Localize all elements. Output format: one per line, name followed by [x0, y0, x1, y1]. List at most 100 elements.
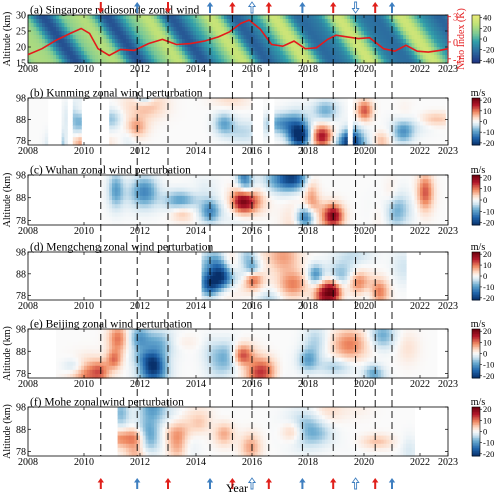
x-tick-label: 2008 — [18, 379, 38, 390]
x-tick-label: 2008 — [18, 146, 38, 157]
x-tick-label: 2008 — [18, 457, 38, 468]
hollow-down-arrow — [351, 1, 360, 14]
y-tick-label: 78 — [16, 136, 26, 147]
x-tick-label: 2023 — [438, 301, 458, 312]
colorbar-tick-label: 20 — [483, 404, 492, 414]
red-up-arrow — [330, 478, 337, 489]
nino-index-line — [27, 19, 449, 57]
colorbar-tick-label: 40 — [483, 13, 492, 23]
y-tick-label: 78 — [16, 216, 26, 227]
panel-c: 2008 2010 2012 2014 2016 2018 2020 2022 20239888… — [2, 165, 494, 238]
panel-title: (f) Mohe zonal wind perturbation — [30, 397, 184, 409]
y-axis-label: Altitude (km) — [2, 326, 13, 381]
x-tick-label: 2014 — [186, 301, 206, 312]
x-tick-label: 2012 — [130, 457, 150, 468]
event-lines-layer — [100, 15, 393, 456]
panel-title: (c) Wuhan zonal wind perturbation — [30, 165, 191, 177]
x-tick-label: 2010 — [74, 457, 94, 468]
red-up-arrow — [229, 2, 236, 13]
x-tick-label: 2014 — [186, 146, 206, 157]
red-up-arrow — [164, 478, 172, 489]
y-tick-label: 98 — [16, 325, 26, 336]
colorbar-tick-label: 10 — [483, 184, 492, 194]
y-axis-label: Altitude (km) — [2, 173, 13, 228]
colorbar-tick-label: -20 — [483, 371, 494, 381]
y-tick-label: 88 — [16, 347, 26, 358]
x-tick-label: 2012 — [130, 64, 150, 75]
y-tick-label: 15 — [16, 59, 26, 70]
x-tick-label: 2022 — [410, 64, 430, 75]
y2-axis-label: Nino Index (K) — [456, 8, 467, 70]
y-tick-label: 78 — [16, 369, 26, 380]
x-tick-label: 2014 — [186, 457, 206, 468]
heatmap-cells — [117, 407, 415, 457]
colorbar-tick-label: 0 — [483, 271, 487, 281]
colorbar-tick-label: -20 — [483, 293, 494, 303]
red-up-arrow — [265, 478, 272, 489]
x-tick-label: 2008 — [18, 226, 38, 237]
colorbar-tick-label: -20 — [483, 218, 494, 228]
colorbar-unit: m/s — [471, 88, 486, 99]
heatmap-cells — [201, 252, 407, 301]
x-tick-label: 2018 — [298, 301, 318, 312]
x-tick-label: 2022 — [410, 226, 430, 237]
blue-up-arrow — [388, 478, 396, 489]
blue-up-arrow — [299, 478, 306, 489]
colorbar-tick-label: -20 — [483, 449, 494, 459]
x-tick-label: 2018 — [298, 457, 318, 468]
colorbar-tick-label: 0 — [483, 427, 487, 437]
panels-layer: 2008 2010 2012 2014 2016 2018 2020 2022 20231520… — [2, 5, 494, 469]
colorbar-tick-label: 10 — [483, 415, 492, 425]
colorbar-tick-label: -10 — [483, 206, 494, 216]
y-tick-label: 88 — [16, 115, 26, 126]
colorbar-tick-label: -20 — [483, 138, 494, 148]
heatmap-cells — [100, 175, 446, 226]
panel-f: 2008 2010 2012 2014 2016 2018 2020 2022 2023 98 88… — [2, 397, 494, 469]
x-tick-label: 2010 — [74, 301, 94, 312]
x-tick-label: 2022 — [410, 457, 430, 468]
x-tick-label: 2008 — [18, 301, 38, 312]
panel-frame — [27, 251, 449, 301]
x-tick-label: 2010 — [74, 64, 94, 75]
x-tick-label: 2016 — [242, 64, 262, 75]
colorbar-tick-label: 20 — [483, 172, 492, 182]
blue-up-arrow — [299, 2, 306, 13]
colorbar-unit: m/s — [471, 397, 486, 408]
red-up-arrow — [229, 478, 236, 489]
colorbar-tick-label: 10 — [483, 337, 492, 347]
x-tick-label: 2023 — [438, 146, 458, 157]
colorbar-tick-label: -10 — [483, 127, 494, 137]
x-axis-label: Year — [226, 481, 248, 495]
heatmap-cells — [56, 329, 438, 379]
x-tick-label: 2020 — [354, 457, 374, 468]
red-down-arrow — [97, 2, 104, 13]
x-tick-label: 2020 — [354, 226, 374, 237]
panel-e: 2008 2010 2012 2014 2016 2018 2020 2022 20239888… — [2, 319, 494, 391]
colorbar-tick-label: -10 — [483, 282, 494, 292]
x-tick-label: 2020 — [354, 64, 374, 75]
y2-tick-label: -2 — [453, 55, 461, 66]
y-tick-label: 98 — [16, 94, 26, 105]
colorbar-unit: m/s — [471, 242, 486, 253]
y-tick-label: 20 — [16, 43, 26, 54]
heatmap-cells — [28, 98, 446, 146]
x-tick-label: 2022 — [410, 379, 430, 390]
colorbar-tick-label: 20 — [483, 326, 492, 336]
x-tick-label: 2012 — [130, 379, 150, 390]
x-tick-label: 2022 — [410, 301, 430, 312]
y-tick-label: 88 — [16, 193, 26, 204]
panel-frame — [27, 97, 449, 146]
x-tick-label: 2023 — [438, 64, 458, 75]
x-tick-label: 2020 — [354, 146, 374, 157]
panel-title: (a) Singapore radiosonde zonal wind — [30, 5, 200, 17]
hollow-up-arrow — [247, 1, 257, 14]
red-up-arrow — [372, 2, 379, 13]
panel-a: 2008 2010 2012 2014 2016 2018 2020 2022 20231520… — [2, 5, 494, 76]
colorbar-tick-label: 20 — [483, 249, 492, 259]
x-tick-label: 2023 — [438, 457, 458, 468]
